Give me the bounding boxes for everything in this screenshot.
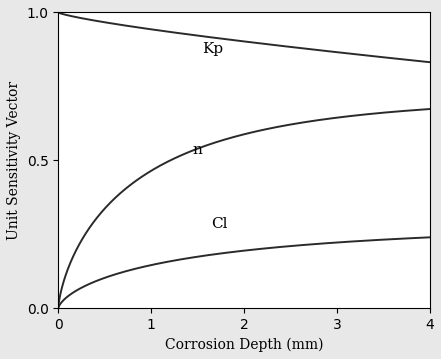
Y-axis label: Unit Sensitivity Vector: Unit Sensitivity Vector xyxy=(7,81,21,240)
X-axis label: Corrosion Depth (mm): Corrosion Depth (mm) xyxy=(164,338,323,352)
Text: Cl: Cl xyxy=(211,217,228,231)
Text: n: n xyxy=(193,143,203,157)
Text: Kp: Kp xyxy=(202,42,223,56)
